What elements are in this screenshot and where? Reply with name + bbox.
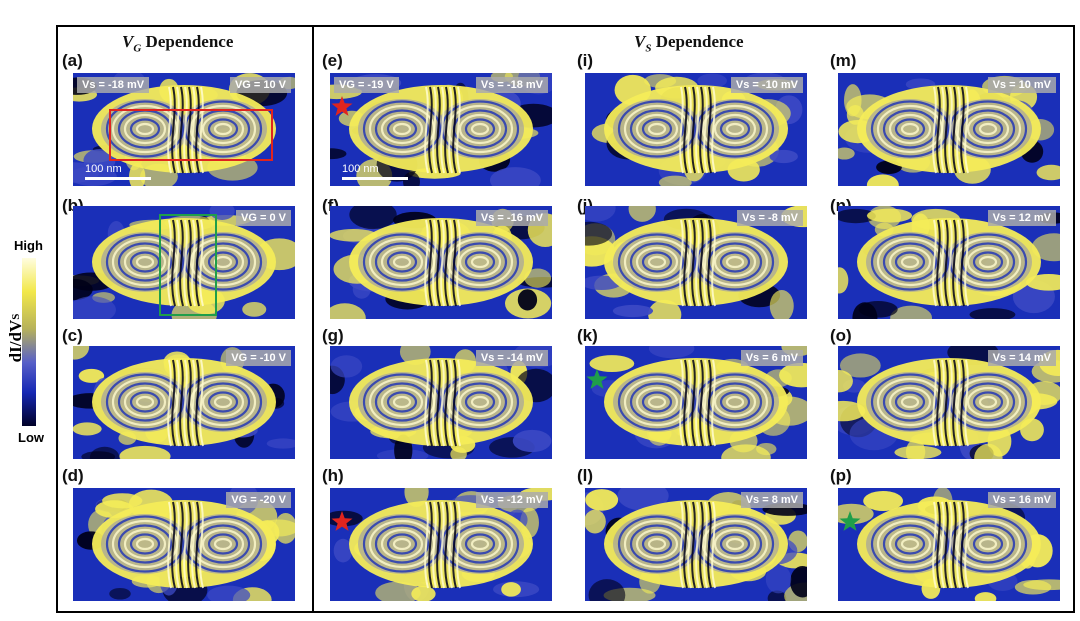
dIdV-map-image xyxy=(73,346,295,459)
panel-tag-right: Vs = 6 mV xyxy=(740,350,803,366)
panel-tag-right: Vs = 14 mV xyxy=(987,350,1056,366)
panel-tag-right: VG = -20 V xyxy=(226,492,291,508)
dIdV-map-panel-k: Vs = 6 mV xyxy=(585,346,807,459)
region-box-red xyxy=(109,109,273,161)
dIdV-map-panel-e: VG = -19 V Vs = -18 mV 100 nm xyxy=(330,73,552,186)
panel-tag-right: Vs = -10 mV xyxy=(730,77,803,93)
panel-tag-right: Vs = -14 mV xyxy=(475,350,548,366)
panel-tag-right: VG = -10 V xyxy=(226,350,291,366)
colorbar-high-label: High xyxy=(14,238,43,253)
scale-bar-label: 100 nm xyxy=(342,163,379,175)
dIdV-map-panel-l: Vs = 8 mV xyxy=(585,488,807,601)
panel-tag-right: Vs = 16 mV xyxy=(987,492,1056,508)
dIdV-map-image xyxy=(330,488,552,601)
scale-bar-label: 100 nm xyxy=(85,163,122,175)
dIdV-map-panel-o: Vs = 14 mV xyxy=(838,346,1060,459)
dIdV-map-image xyxy=(585,73,807,186)
dIdV-map-panel-j: Vs = -8 mV xyxy=(585,206,807,319)
panel-label-m: (m) xyxy=(830,51,857,70)
panel-label-l: (l) xyxy=(577,466,594,485)
panel-label-d: (d) xyxy=(62,466,84,485)
colorbar-axis-label: dI/dV S xyxy=(6,313,25,363)
dIdV-map-panel-f: Vs = -16 mV xyxy=(330,206,552,319)
panel-tag-right: Vs = 10 mV xyxy=(987,77,1056,93)
right-section-frame xyxy=(312,25,1075,613)
red-star-icon xyxy=(331,511,353,531)
panel-tag-right: Vs = -8 mV xyxy=(737,210,803,226)
panel-tag-right: Vs = -18 mV xyxy=(475,77,548,93)
dIdV-map-panel-a: Vs = -18 mV VG = 10 V 100 nm xyxy=(73,73,295,186)
panel-label-e: (e) xyxy=(322,51,343,70)
panel-label-o: (o) xyxy=(830,326,852,345)
dIdV-map-panel-i: Vs = -10 mV xyxy=(585,73,807,186)
dIdV-map-panel-c: VG = -10 V xyxy=(73,346,295,459)
scale-bar xyxy=(342,177,408,180)
dIdV-map-image xyxy=(585,346,807,459)
panel-tag-right: Vs = -12 mV xyxy=(475,492,548,508)
dIdV-map-image xyxy=(73,488,295,601)
colorbar xyxy=(22,258,36,426)
panel-label-h: (h) xyxy=(322,466,344,485)
panel-tag-right: Vs = 8 mV xyxy=(740,492,803,508)
panel-tag-right: VG = 10 V xyxy=(229,77,291,93)
left-section-title: VG Dependence xyxy=(122,32,234,55)
dIdV-map-image xyxy=(73,206,295,319)
panel-label-k: (k) xyxy=(577,326,598,345)
panel-label-c: (c) xyxy=(62,326,83,345)
dIdV-map-panel-d: VG = -20 V xyxy=(73,488,295,601)
dIdV-map-panel-m: Vs = 10 mV xyxy=(838,73,1060,186)
panel-label-a: (a) xyxy=(62,51,83,70)
red-star-icon xyxy=(331,96,353,116)
green-star-icon xyxy=(586,369,608,389)
panel-tag-left: VG = -19 V xyxy=(334,77,399,93)
panel-label-g: (g) xyxy=(322,326,344,345)
green-star-icon xyxy=(839,511,861,531)
colorbar-low-label: Low xyxy=(18,430,44,445)
panel-tag-right: Vs = 12 mV xyxy=(987,210,1056,226)
dIdV-map-panel-g: Vs = -14 mV xyxy=(330,346,552,459)
right-section-title: VS Dependence xyxy=(634,32,744,55)
panel-label-i: (i) xyxy=(577,51,594,70)
panel-tag-right: Vs = -16 mV xyxy=(475,210,548,226)
panel-label-p: (p) xyxy=(830,466,852,485)
dIdV-map-panel-p: Vs = 16 mV xyxy=(838,488,1060,601)
dIdV-map-image xyxy=(838,346,1060,459)
dIdV-map-image xyxy=(838,488,1060,601)
dIdV-map-panel-n: Vs = 12 mV xyxy=(838,206,1060,319)
dIdV-map-panel-h: Vs = -12 mV xyxy=(330,488,552,601)
panel-tag-left: Vs = -18 mV xyxy=(77,77,150,93)
panel-tag-right: VG = 0 V xyxy=(236,210,291,226)
scale-bar xyxy=(85,177,151,180)
dIdV-map-image xyxy=(838,73,1060,186)
region-box-green xyxy=(159,214,217,316)
dIdV-map-panel-b: VG = 0 V xyxy=(73,206,295,319)
